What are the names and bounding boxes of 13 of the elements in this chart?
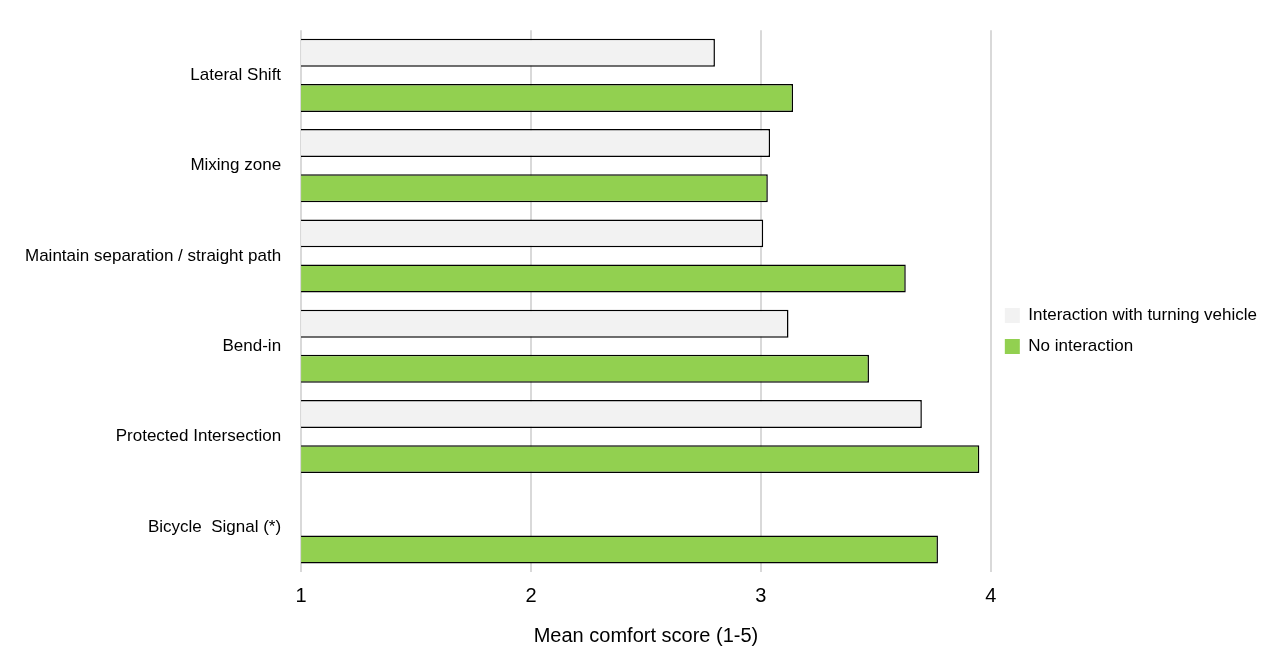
y-tick-label: Protected Intersection: [115, 426, 282, 446]
y-tick-label: Bicycle Signal (*): [147, 516, 282, 536]
y-tick-label: Bend-in: [222, 335, 282, 355]
y-tick-label: Lateral Shift: [190, 65, 282, 85]
y-tick-label: Maintain separation / straight path: [24, 245, 282, 265]
x-axis-title: Mean comfort score (1-5): [533, 623, 759, 646]
legend-label: No interaction: [1028, 336, 1134, 356]
x-tick-label: 3: [755, 583, 767, 606]
x-tick-label: 2: [525, 583, 537, 606]
legend-label: Interaction with turning vehicle: [1028, 305, 1258, 325]
y-tick-label: Mixing zone: [190, 155, 282, 175]
x-tick-label: 4: [985, 583, 997, 606]
x-tick-label: 1: [295, 583, 307, 606]
